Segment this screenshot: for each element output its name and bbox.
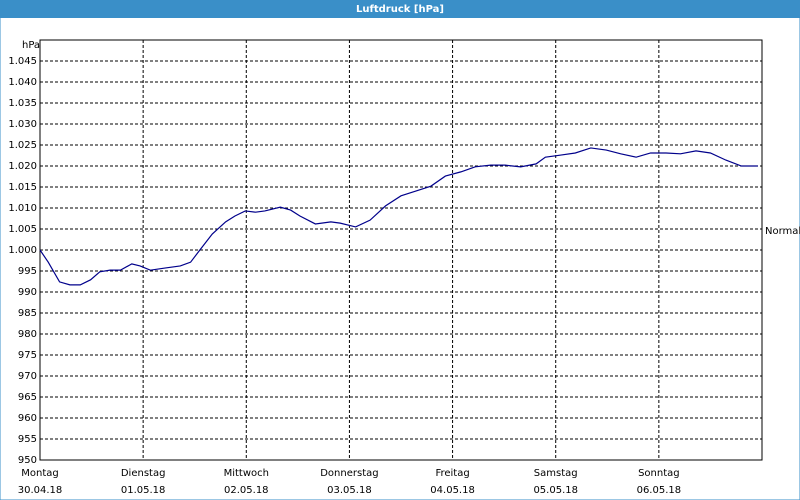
x-tick-label: Freitag	[435, 468, 469, 479]
data-line	[39, 147, 758, 286]
y-tick-label: 980	[18, 329, 37, 340]
y-tick-label: 1.005	[8, 224, 37, 235]
chart-title: Luftdruck [hPa]	[356, 4, 444, 15]
x-tick-label: Montag	[21, 468, 58, 479]
y-tick-label: 950	[18, 455, 37, 466]
y-tick-label: 975	[18, 350, 37, 361]
x-tick-date: 02.05.18	[224, 485, 269, 496]
y-tick-label: 1.040	[8, 77, 37, 88]
y-tick-label: 1.010	[8, 203, 37, 214]
y-axis-label: hPa	[22, 40, 40, 51]
annotation: Normal	[765, 226, 800, 237]
x-tick-label: Mittwoch	[224, 468, 269, 479]
x-tick-label: Donnerstag	[320, 468, 378, 479]
x-tick-date: 30.04.18	[18, 485, 63, 496]
y-tick-label: 955	[18, 434, 37, 445]
y-tick-label: 1.015	[8, 182, 37, 193]
x-tick-date: 06.05.18	[637, 485, 682, 496]
x-tick-date: 03.05.18	[327, 485, 372, 496]
y-tick-label: 1.020	[8, 161, 37, 172]
y-tick-label: 1.035	[8, 98, 37, 109]
y-tick-label: 965	[18, 392, 37, 403]
title-bar	[0, 0, 800, 18]
y-tick-label: 985	[18, 308, 37, 319]
y-tick-label: 1.045	[8, 56, 37, 67]
x-tick-label: Sonntag	[638, 468, 680, 479]
x-tick-label: Samstag	[534, 468, 578, 479]
y-tick-label: 1.025	[8, 140, 37, 151]
y-tick-label: 1.030	[8, 119, 37, 130]
y-tick-label: 970	[18, 371, 37, 382]
y-tick-label: 1.000	[8, 245, 37, 256]
x-tick-date: 05.05.18	[533, 485, 578, 496]
y-tick-label: 960	[18, 413, 37, 424]
plot-area: 950 955 960 965 970 975 980 985 990 995 1.000 1.005…	[8, 39, 800, 496]
y-tick-label: 995	[18, 266, 37, 277]
x-tick-date: 04.05.18	[430, 485, 475, 496]
x-tick-date: 01.05.18	[121, 485, 166, 496]
x-tick-label: Dienstag	[121, 468, 166, 479]
y-tick-label: 990	[18, 287, 37, 298]
